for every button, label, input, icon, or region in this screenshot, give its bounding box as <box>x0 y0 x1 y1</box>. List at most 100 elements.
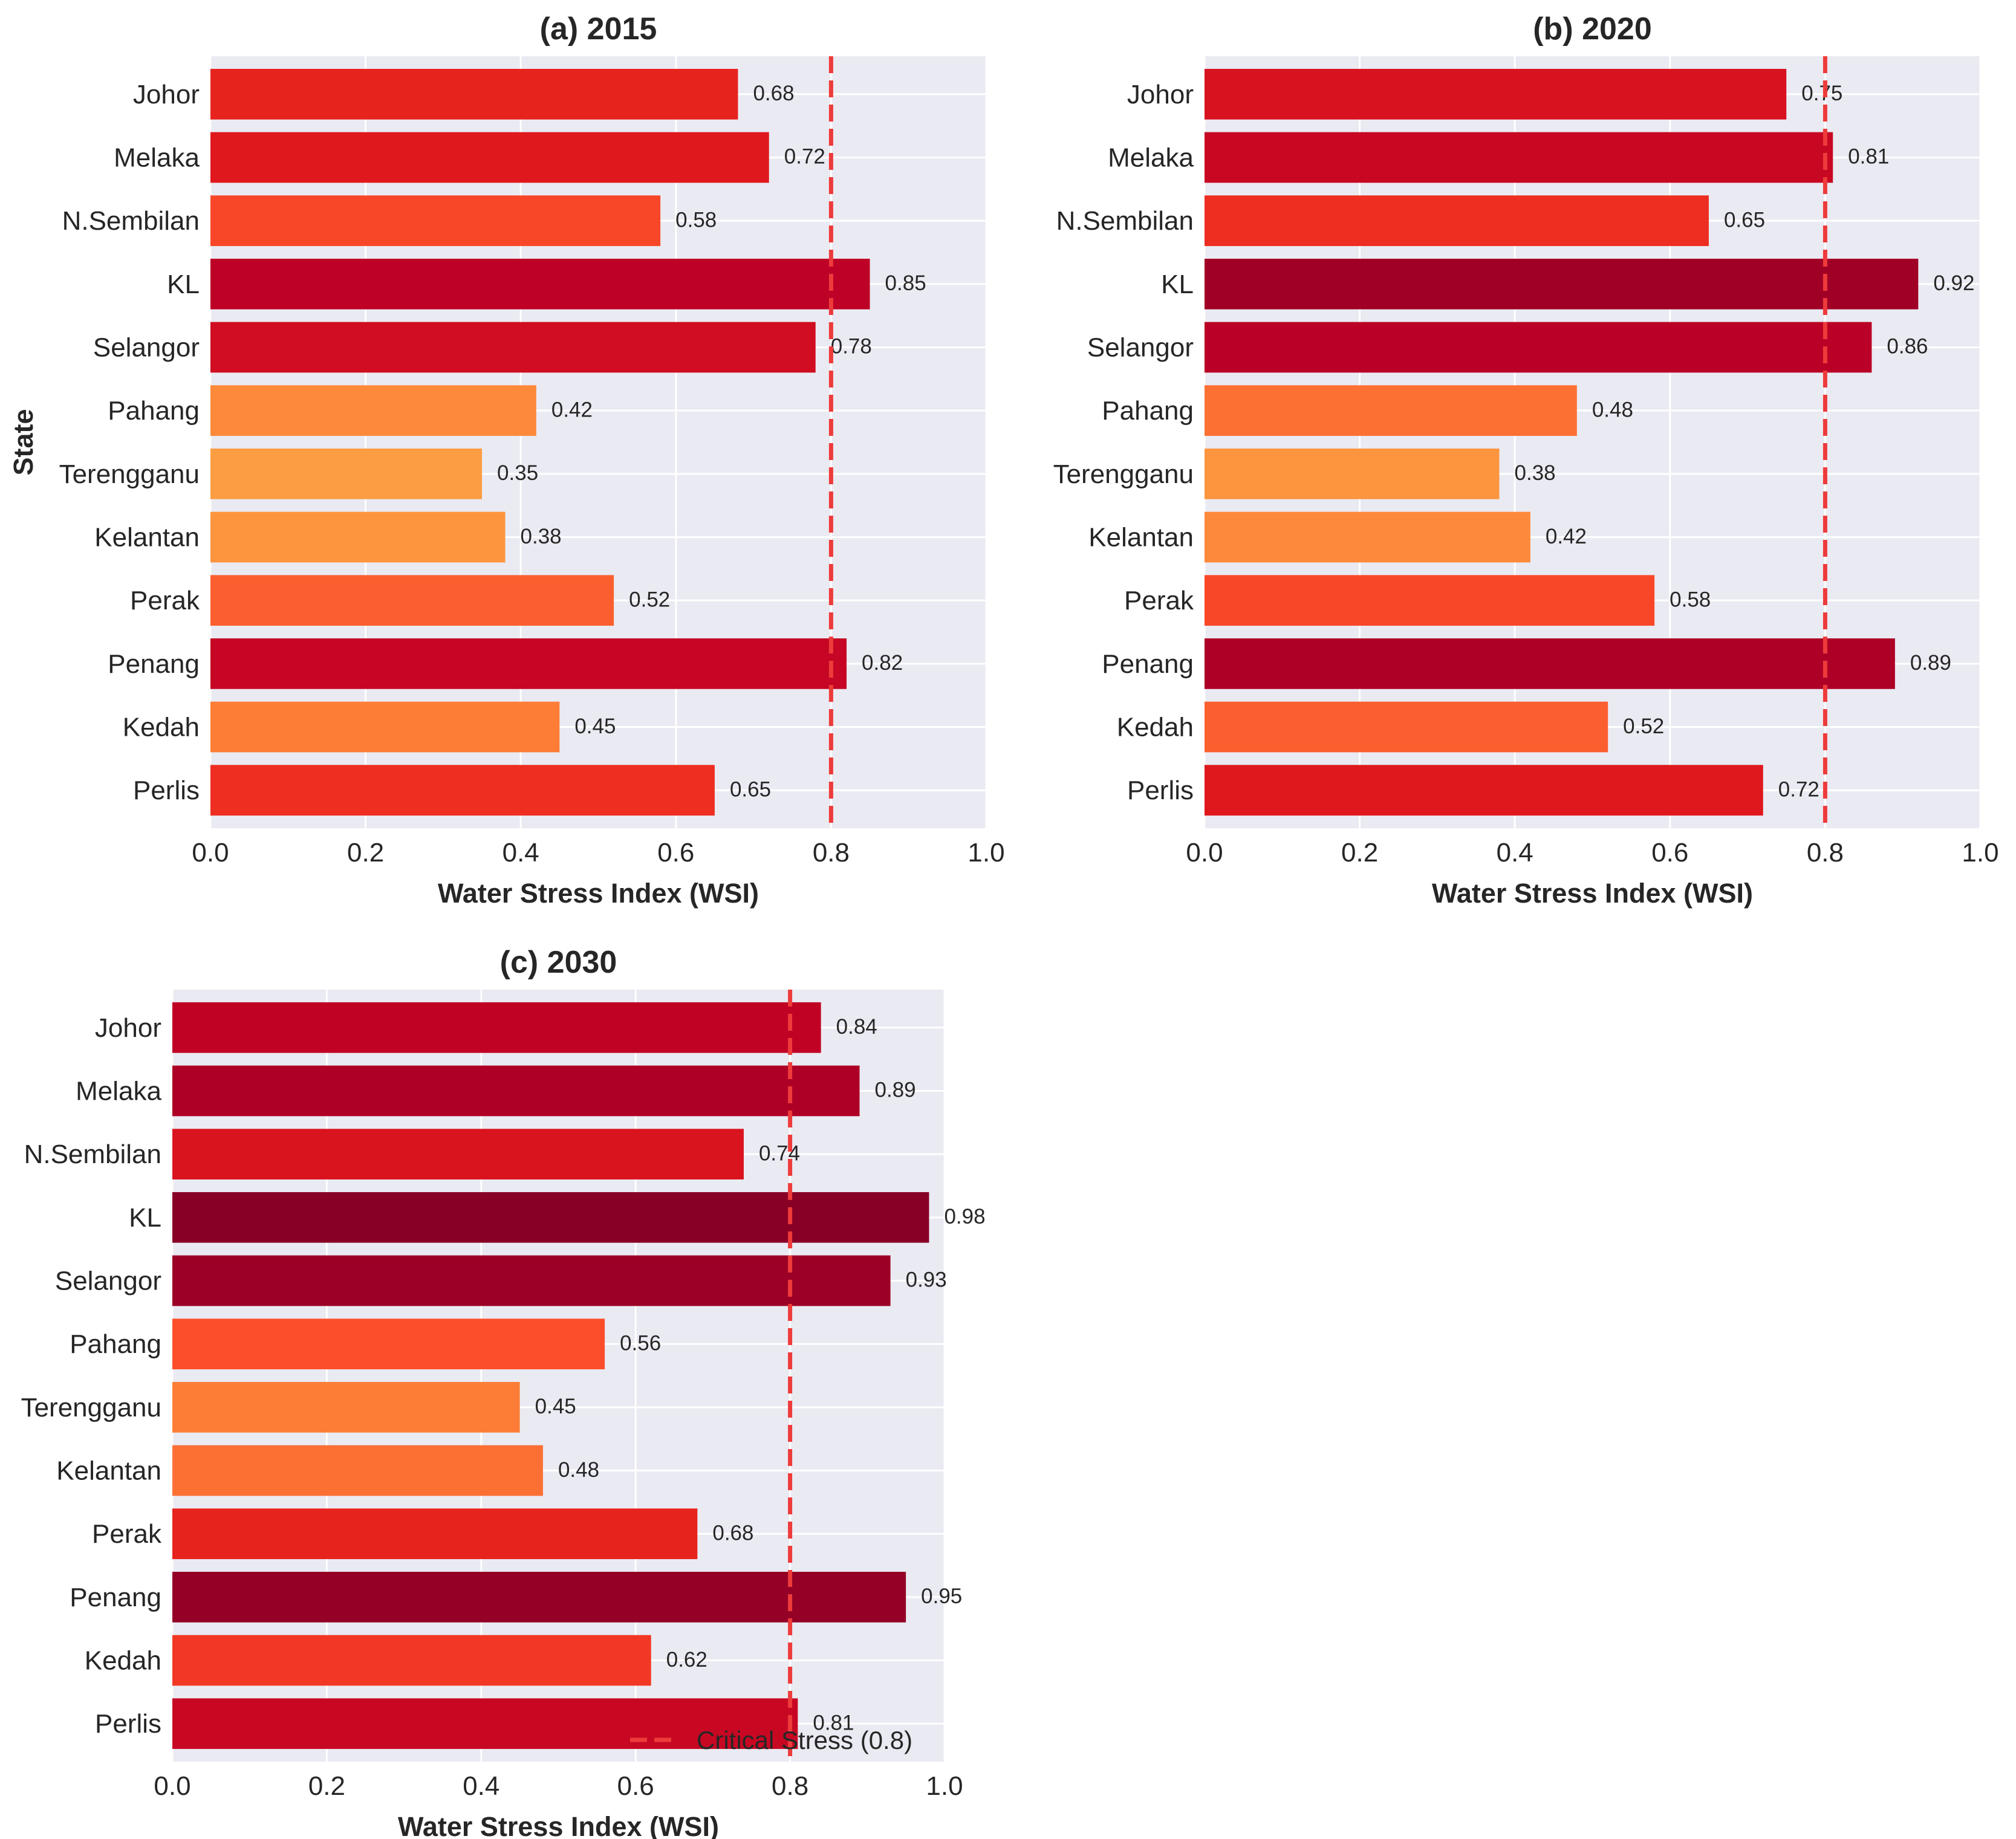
category-label: Penang <box>108 649 200 679</box>
value-label: 0.52 <box>1623 715 1664 738</box>
category-label: Perak <box>92 1519 162 1549</box>
category-label: Melaka <box>76 1076 161 1106</box>
category-label: Penang <box>1102 649 1194 679</box>
value-label: 0.52 <box>629 588 670 611</box>
bar-melaka <box>1205 132 1833 183</box>
bar-johor <box>1205 68 1787 120</box>
x-tick-label: 0.4 <box>1497 838 1533 868</box>
bar-kelantan <box>210 511 506 563</box>
category-label: N.Sembilan <box>24 1140 161 1169</box>
category-label: Johor <box>95 1013 161 1043</box>
plot-area <box>1205 56 1980 828</box>
x-tick-label: 0.6 <box>617 1771 654 1801</box>
bar-penang <box>210 638 847 689</box>
bar-nsembilan <box>1205 195 1709 247</box>
y-axis-label: State <box>8 409 39 475</box>
x-axis-label: Water Stress Index (WSI) <box>398 1811 719 1839</box>
panel-title: (c) 2030 <box>500 945 617 980</box>
x-tick-label: 1.0 <box>967 838 1004 868</box>
category-label: Pahang <box>70 1329 161 1359</box>
value-label: 0.85 <box>885 271 926 295</box>
x-tick-label: 0.4 <box>502 838 539 868</box>
category-label: Terengganu <box>59 459 200 489</box>
bar-terengganu <box>172 1381 520 1433</box>
bar-terengganu <box>1205 448 1500 499</box>
x-axis-label: Water Stress Index (WSI) <box>438 878 759 909</box>
bar-perak <box>210 575 614 626</box>
chart-panel-1: Johor 0.68 Melaka 0.72 N.Sembilan 0.58 KL 0.85 S… <box>8 11 1005 909</box>
category-label: Kelantan <box>94 523 200 553</box>
value-label: 0.78 <box>831 335 872 358</box>
value-label: 0.58 <box>1670 588 1711 611</box>
category-label: Kedah <box>123 713 200 742</box>
value-label: 0.45 <box>535 1395 576 1418</box>
category-label: Melaka <box>114 143 200 172</box>
bar-kl <box>210 258 870 310</box>
bar-terengganu <box>210 448 483 499</box>
value-label: 0.35 <box>497 461 538 485</box>
category-label: Perak <box>130 586 200 615</box>
x-tick-label: 0.4 <box>463 1771 499 1801</box>
x-tick-label: 1.0 <box>1962 838 1998 868</box>
category-label: Terengganu <box>1053 459 1194 489</box>
category-label: Kelantan <box>1088 523 1194 553</box>
bar-kl <box>172 1192 929 1243</box>
category-label: Selangor <box>55 1266 161 1296</box>
x-tick-label: 0.0 <box>1186 838 1223 868</box>
x-tick-label: 0.8 <box>772 1771 808 1801</box>
x-tick-label: 0.2 <box>308 1771 345 1801</box>
value-label: 0.72 <box>784 145 825 169</box>
value-label: 0.68 <box>712 1521 753 1545</box>
bar-kelantan <box>1205 511 1530 563</box>
value-label: 0.56 <box>620 1331 661 1355</box>
x-tick-label: 0.8 <box>813 838 850 868</box>
category-label: KL <box>167 270 200 299</box>
value-label: 0.93 <box>906 1268 947 1292</box>
value-label: 0.81 <box>1848 145 1889 169</box>
plot-area <box>210 56 986 828</box>
category-label: Perlis <box>133 776 200 805</box>
bar-kl <box>1205 258 1919 310</box>
bar-selangor <box>210 322 816 373</box>
value-label: 0.72 <box>1778 777 1819 801</box>
category-label: Pahang <box>108 396 200 426</box>
category-label: Penang <box>70 1583 161 1612</box>
x-tick-label: 0.0 <box>192 838 229 868</box>
value-label: 0.98 <box>944 1205 985 1228</box>
bar-melaka <box>172 1065 860 1117</box>
value-label: 0.42 <box>551 398 593 421</box>
value-label: 0.65 <box>730 777 771 801</box>
bar-nsembilan <box>210 195 661 247</box>
value-label: 0.89 <box>875 1078 916 1102</box>
value-label: 0.65 <box>1724 208 1765 232</box>
category-label: Perlis <box>95 1709 161 1739</box>
value-label: 0.92 <box>1933 271 1974 295</box>
legend-label: Critical Stress (0.8) <box>697 1726 912 1754</box>
value-label: 0.58 <box>675 208 717 232</box>
value-label: 0.48 <box>1592 398 1633 421</box>
bar-johor <box>172 1002 821 1053</box>
plot-area <box>172 990 945 1762</box>
category-label: KL <box>1161 270 1194 299</box>
bar-pahang <box>172 1318 605 1370</box>
value-label: 0.81 <box>813 1711 854 1734</box>
category-label: Kedah <box>85 1646 161 1676</box>
bar-kedah <box>210 701 560 753</box>
panel-title: (b) 2020 <box>1533 11 1652 47</box>
category-label: Perlis <box>1127 776 1194 805</box>
value-label: 0.42 <box>1546 525 1587 548</box>
value-label: 0.68 <box>753 82 794 105</box>
bar-perak <box>1205 575 1655 626</box>
bar-johor <box>210 68 738 120</box>
x-tick-label: 1.0 <box>926 1771 963 1801</box>
value-label: 0.89 <box>1910 651 1951 675</box>
bar-selangor <box>1205 322 1872 373</box>
category-label: Melaka <box>1108 143 1194 172</box>
x-tick-label: 0.8 <box>1807 838 1844 868</box>
value-label: 0.45 <box>574 715 616 738</box>
bar-pahang <box>1205 385 1577 436</box>
bar-selangor <box>172 1255 891 1306</box>
value-label: 0.82 <box>862 651 903 675</box>
bar-pahang <box>210 385 536 436</box>
